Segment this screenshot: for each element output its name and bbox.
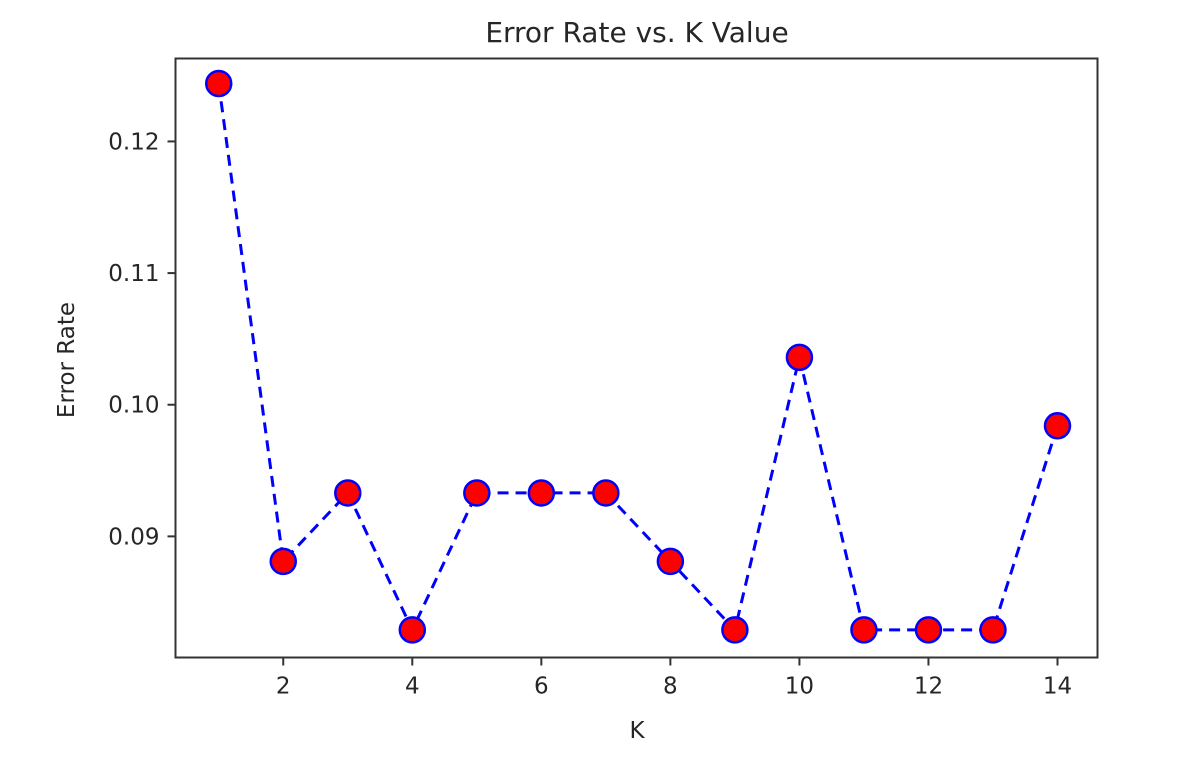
y-tick-label: 0.09 [108,524,159,550]
y-axis-ticks: 0.09 0.10 0.11 0.12 [108,129,176,550]
x-tick-label: 4 [405,674,420,700]
data-point-marker [721,616,749,644]
data-point-marker [785,343,814,372]
series-layer [204,69,1072,644]
data-point-marker [914,616,943,644]
x-axis-ticks: 2 4 6 8 10 12 14 [276,657,1072,700]
data-point-marker [850,616,878,644]
x-tick-label: 2 [276,674,291,700]
data-point-marker [204,69,233,98]
x-tick-label: 12 [914,674,943,700]
data-point-marker [592,479,620,507]
data-point-marker [979,616,1007,644]
data-point-marker [334,479,362,507]
y-tick-label: 0.12 [108,129,159,155]
y-tick-label: 0.11 [108,261,159,287]
y-tick-label: 0.10 [108,393,159,419]
data-point-marker [527,479,556,507]
data-point-marker [269,547,297,576]
data-point-marker [398,616,427,644]
x-tick-label: 8 [663,674,678,700]
data-point-marker [463,479,491,507]
y-axis-label: Error Rate [54,302,80,418]
data-point-marker [1043,412,1072,440]
x-tick-label: 6 [534,674,549,700]
chart-title: Error Rate vs. K Value [485,16,788,49]
data-point-marker [656,547,685,576]
x-tick-label: 14 [1043,674,1072,700]
x-tick-label: 10 [785,674,814,700]
axes-frame [174,57,1099,659]
x-axis-label: K [629,718,645,744]
plot-area [174,57,1099,659]
